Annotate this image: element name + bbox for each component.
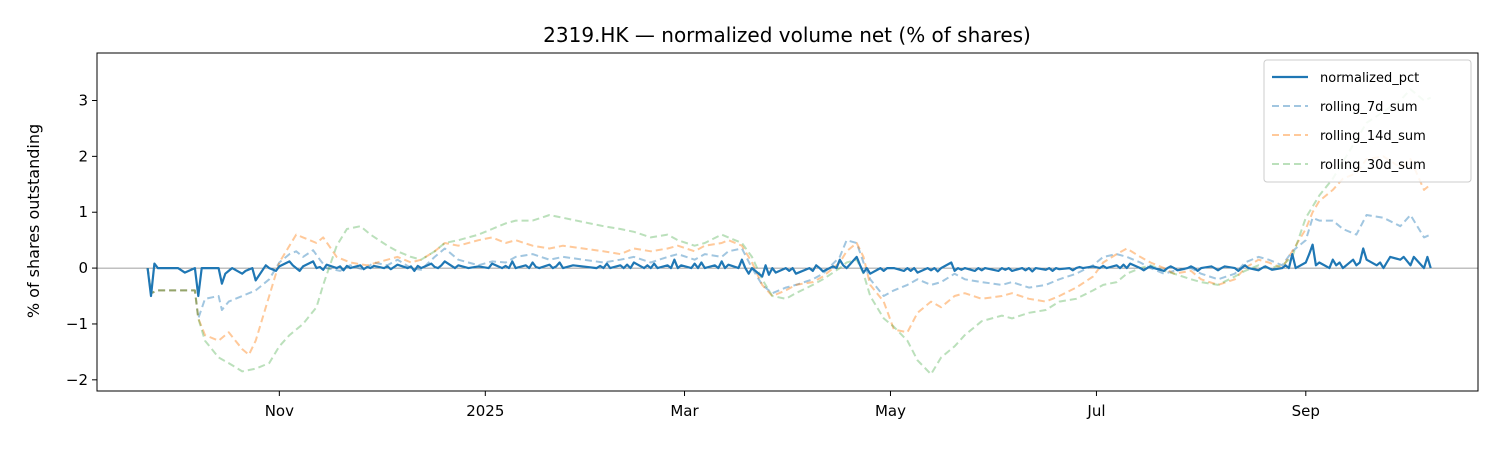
y-tick-label: −1	[66, 315, 88, 333]
axes-layer: −2 −1 0 1 2 3 Nov 2025 Mar May Jul Sep	[66, 52, 1479, 420]
x-tick-label: May	[875, 402, 906, 420]
series-line-rolling-30d-sum	[146, 88, 1432, 376]
legend-label-rolling-7d-sum: rolling_7d_sum	[1320, 100, 1418, 115]
y-axis-label: % of shares outstanding	[24, 124, 43, 318]
x-tick-label: 2025	[466, 402, 504, 420]
legend-box	[1263, 59, 1472, 183]
chart-title: 2319.HK — normalized volume net (% of sh…	[543, 23, 1031, 47]
y-tick-label: 3	[78, 91, 88, 109]
y-tick-label: 2	[78, 147, 88, 165]
legend-label-rolling-30d-sum: rolling_30d_sum	[1320, 158, 1426, 173]
plot-frame	[96, 52, 1479, 392]
legend: normalized_pct rolling_7d_sum rolling_14d_…	[1263, 59, 1472, 183]
x-tick-label: Sep	[1292, 402, 1320, 420]
x-tick-label: Jul	[1086, 402, 1105, 420]
series-line-rolling-7d-sum	[146, 214, 1432, 320]
y-tick-label: −2	[66, 371, 88, 389]
legend-label-rolling-14d-sum: rolling_14d_sum	[1320, 129, 1426, 144]
x-tick-label: Nov	[265, 402, 294, 420]
y-tick-label: 1	[78, 203, 88, 221]
legend-label-normalized-pct: normalized_pct	[1320, 71, 1419, 86]
series-line-rolling-14d-sum	[146, 155, 1432, 356]
y-tick-label: 0	[78, 259, 88, 277]
series-line-normalized-pct	[146, 243, 1432, 298]
x-tick-label: Mar	[670, 402, 699, 420]
series-layer	[146, 88, 1432, 376]
